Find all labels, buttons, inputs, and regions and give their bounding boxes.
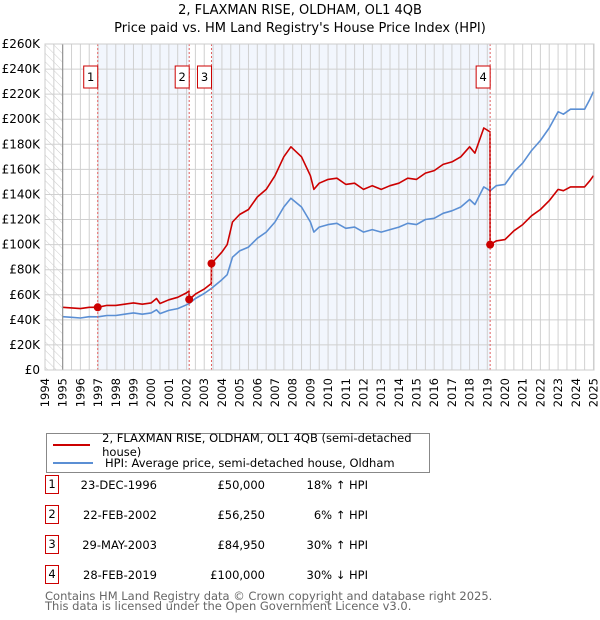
y-tick-label: £40K: [9, 313, 41, 327]
sale-point: [185, 295, 194, 304]
sale-label-box: [196, 65, 212, 89]
sale-badge: 3: [45, 535, 59, 554]
sale-price: £56,250: [217, 508, 265, 522]
x-tick-label: 2010: [321, 378, 335, 407]
y-tick-label: £20K: [9, 338, 41, 352]
legend-swatch-blue: [53, 462, 93, 464]
x-tick-label: 2017: [445, 378, 459, 407]
plot-border: [44, 43, 595, 371]
sale-label: 2: [179, 70, 186, 84]
footer-licence: This data is licensed under the Open Gov…: [45, 599, 412, 613]
y-tick-label: £180K: [2, 137, 42, 151]
shaded-period: [97, 44, 190, 370]
y-tick-label: £220K: [2, 87, 42, 101]
table-row: 2 22-FEB-2002 £56,250 6% ↑ HPI: [0, 505, 600, 525]
sale-label-box: [174, 65, 190, 89]
x-tick-label: 2012: [356, 378, 370, 407]
sale-price: £100,000: [210, 568, 265, 582]
x-tick-label: 1995: [56, 378, 70, 407]
sale-date: 22-FEB-2002: [83, 508, 157, 522]
sale-price: £50,000: [217, 478, 265, 492]
y-tick-label: £140K: [2, 187, 42, 201]
x-tick-label: 1999: [126, 378, 140, 407]
x-tick-label: 2006: [250, 378, 264, 407]
y-tick-label: £80K: [9, 263, 41, 277]
sale-point: [207, 259, 216, 268]
x-tick-label: 2016: [427, 378, 441, 407]
x-tick-label: 2024: [569, 378, 583, 407]
price-chart: 1 2 3 4 1994 1995 1996 1997 1998 1999 2000 2001 2002…: [2, 37, 600, 407]
x-tick-label: 2013: [374, 378, 388, 407]
legend-item-hpi: HPI: Average price, semi-detached house,…: [53, 454, 395, 472]
x-tick-label: 2014: [392, 378, 406, 407]
x-tick-label: 1996: [73, 378, 87, 407]
sale-badge: 4: [45, 565, 59, 584]
legend-label: HPI: Average price, semi-detached house,…: [105, 456, 395, 470]
shaded-period: [211, 44, 491, 370]
sale-date: 23-DEC-1996: [80, 478, 157, 492]
table-row: 4 28-FEB-2019 £100,000 30% ↓ HPI: [0, 565, 600, 585]
sale-badge: 1: [45, 475, 59, 494]
x-tick-label: 2025: [586, 378, 600, 407]
price-paid-line: [62, 127, 595, 310]
y-tick-label: £260K: [2, 37, 42, 51]
sale-label: 4: [479, 70, 486, 84]
sale-price: £84,950: [217, 538, 265, 552]
legend-item-property: 2, FLAXMAN RISE, OLDHAM, OL1 4QB (semi-d…: [53, 431, 429, 459]
x-tick-label: 2005: [233, 378, 247, 407]
sale-badge: 2: [45, 505, 59, 524]
sale-label-box: [475, 65, 491, 89]
footer-copyright: Contains HM Land Registry data © Crown c…: [45, 589, 493, 603]
x-tick-label: 2001: [162, 378, 176, 407]
legend-swatch-red: [53, 444, 91, 446]
y-tick-label: £160K: [2, 162, 42, 176]
sale-label-box: [83, 65, 99, 89]
table-row: 1 23-DEC-1996 £50,000 18% ↑ HPI: [0, 475, 600, 495]
y-tick-label: £120K: [2, 213, 42, 227]
legend-label: 2, FLAXMAN RISE, OLDHAM, OL1 4QB (semi-d…: [102, 431, 412, 459]
y-tick-label: £0: [25, 363, 40, 377]
x-tick-label: 1994: [38, 378, 52, 407]
sale-hpi-diff: 18% ↑ HPI: [306, 478, 368, 492]
x-tick-label: 1998: [109, 378, 123, 407]
sale-label: 1: [87, 70, 94, 84]
table-row: 3 29-MAY-2003 £84,950 30% ↑ HPI: [0, 535, 600, 555]
x-tick-label: 2020: [498, 378, 512, 407]
x-tick-label: 2023: [551, 378, 565, 407]
y-tick-label: £200K: [2, 112, 42, 126]
sale-date: 28-FEB-2019: [83, 568, 157, 582]
x-tick-label: 2002: [180, 378, 194, 407]
sale-point: [93, 303, 102, 312]
x-tick-label: 2011: [339, 378, 353, 407]
sale-point: [486, 240, 495, 249]
x-tick-label: 2015: [410, 378, 424, 407]
sale-hpi-diff: 6% ↑ HPI: [313, 508, 368, 522]
sale-label: 3: [201, 70, 208, 84]
x-tick-label: 2003: [197, 378, 211, 407]
y-tick-label: £240K: [2, 62, 42, 76]
x-tick-label: 2022: [533, 378, 547, 407]
x-tick-label: 2000: [144, 378, 158, 407]
hpi-line: [62, 91, 595, 319]
x-tick-label: 2007: [268, 378, 282, 407]
x-tick-label: 1997: [91, 378, 105, 407]
chart-title: 2, FLAXMAN RISE, OLDHAM, OL1 4QB: [178, 3, 422, 18]
sale-date: 29-MAY-2003: [82, 538, 157, 552]
chart-legend: 2, FLAXMAN RISE, OLDHAM, OL1 4QB (semi-d…: [46, 431, 430, 473]
x-tick-label: 2004: [215, 378, 229, 407]
x-tick-label: 2021: [516, 378, 530, 407]
sale-hpi-diff: 30% ↓ HPI: [306, 568, 368, 582]
y-tick-label: £100K: [2, 238, 42, 252]
sale-hpi-diff: 30% ↑ HPI: [306, 538, 368, 552]
chart-subtitle: Price paid vs. HM Land Registry's House …: [114, 21, 486, 36]
x-tick-label: 2008: [286, 378, 300, 407]
x-tick-label: 2009: [303, 378, 317, 407]
y-tick-label: £60K: [9, 288, 41, 302]
x-tick-label: 2019: [480, 378, 494, 407]
x-tick-label: 2018: [463, 378, 477, 407]
